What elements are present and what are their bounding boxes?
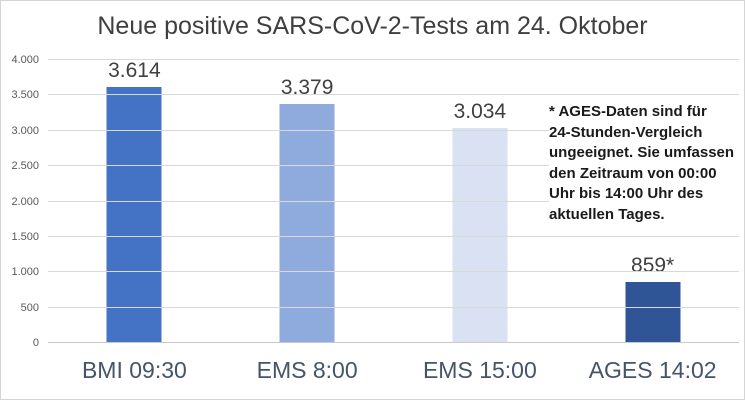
bar-value-label: 3.379	[280, 75, 334, 99]
y-axis-tick-label: 500	[20, 301, 39, 314]
x-axis-category-label: AGES 14:02	[588, 357, 717, 383]
y-axis-tick-label: 2.500	[11, 160, 39, 173]
bar-value-label: 3.034	[453, 100, 507, 124]
y-axis-tick-label: 4.000	[11, 54, 39, 66]
y-axis-tick-label: 3.500	[11, 89, 39, 102]
gridline	[48, 59, 739, 60]
gridline	[48, 94, 739, 96]
annotation-note: * AGES-Daten sind für 24-Stunden-Verglei…	[549, 102, 744, 225]
gridline	[48, 129, 739, 131]
x-axis: BMI 09:30 EMS 8:00 EMS 15:00 AGES 14:02	[48, 355, 739, 385]
gridline	[48, 235, 739, 237]
y-axis-tick-label: 1.500	[11, 230, 39, 243]
gridline	[48, 271, 739, 273]
gridline	[48, 165, 739, 167]
bar-column: 3.379	[221, 60, 394, 343]
bar	[279, 103, 335, 343]
bar-value-label: 859*	[631, 254, 675, 278]
gridline	[48, 306, 739, 308]
bar	[625, 282, 681, 343]
chart-title: Neue positive SARS-CoV-2-Tests am 24. Ok…	[97, 12, 648, 40]
gridline	[48, 200, 739, 202]
bar-column: 3.614	[48, 59, 221, 343]
y-axis-tick-label: 1.000	[11, 266, 39, 279]
bar	[106, 87, 162, 343]
x-axis-category-label: EMS 15:00	[422, 357, 537, 383]
bar-value-label: 3.614	[108, 59, 161, 83]
bar-column: 3.034	[394, 60, 567, 343]
y-axis-tick-label: 0	[32, 337, 39, 349]
x-axis-category-label: BMI 09:30	[81, 357, 187, 383]
gridline	[48, 342, 739, 343]
y-axis-tick-label: 3.000	[11, 124, 39, 137]
x-axis-category-label: EMS 8:00	[256, 357, 358, 383]
plot-area: 3.614 3.379 3.034 859*	[48, 59, 739, 343]
y-axis: 0 500 1.000 1.500 2.000 2.500 3.000 3.500 4.000	[1, 54, 39, 349]
y-axis-tick-label: 2.000	[11, 195, 39, 208]
